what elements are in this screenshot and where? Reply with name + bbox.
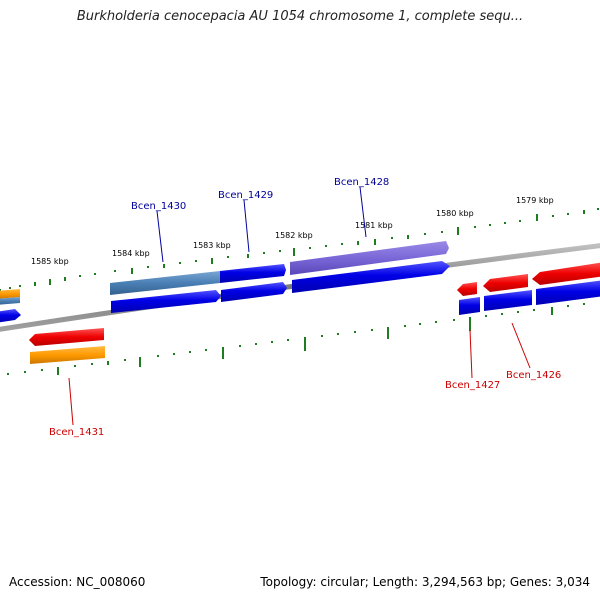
gene-bcen-1431[interactable]: [29, 328, 104, 346]
kbp-label: 1582 kbp: [275, 231, 313, 240]
gene-track-inner-forward: [0, 261, 600, 323]
gene-forward[interactable]: [292, 261, 450, 293]
lower-scale-ruler: [7, 303, 585, 375]
gene-reverse-orange[interactable]: [30, 346, 105, 364]
gene-forward[interactable]: [221, 282, 287, 302]
gene-label-bcen-1427[interactable]: Bcen_1427: [445, 380, 500, 391]
gene-forward[interactable]: [0, 309, 21, 323]
gene-label-bcen-1431[interactable]: Bcen_1431: [49, 427, 104, 438]
gene-label-bcen-1428[interactable]: Bcen_1428: [334, 177, 389, 188]
gene-bcen-1429[interactable]: [220, 264, 286, 283]
gene-labels: Bcen_1430 Bcen_1429 Bcen_1428 Bcen_1431 …: [49, 177, 561, 438]
gene-reverse[interactable]: [532, 262, 600, 285]
label-connectors: [68, 186, 531, 426]
kbp-labels: 1585 kbp 1584 kbp 1583 kbp 1582 kbp 1581…: [31, 196, 554, 266]
gene-label-bcen-1430[interactable]: Bcen_1430: [131, 201, 186, 212]
connector-bcen-1426: [511, 322, 531, 369]
gene-forward[interactable]: [459, 297, 480, 315]
gene-forward[interactable]: [484, 290, 532, 311]
gene-bcen-1427[interactable]: [457, 282, 477, 296]
gene-track-reverse: [0, 262, 600, 364]
map-title: Burkholderia cenocepacia AU 1054 chromos…: [76, 9, 524, 24]
connector-bcen-1427: [469, 329, 473, 379]
gene-label-bcen-1426[interactable]: Bcen_1426: [506, 370, 561, 381]
connector-bcen-1430: [156, 210, 164, 263]
gene-bcen-1428[interactable]: [290, 241, 449, 275]
gene-bcen-1430[interactable]: [110, 271, 220, 295]
accession-text: Accession: NC_008060: [9, 575, 146, 589]
kbp-label: 1581 kbp: [355, 221, 393, 230]
kbp-label: 1585 kbp: [31, 257, 69, 266]
topology-text: Topology: circular; Length: 3,294,563 bp…: [260, 575, 590, 589]
connector-bcen-1429: [243, 199, 250, 253]
kbp-label: 1579 kbp: [516, 196, 554, 205]
connector-bcen-1428: [359, 186, 367, 238]
gene-forward[interactable]: [111, 290, 221, 313]
gene-label-bcen-1429[interactable]: Bcen_1429: [218, 190, 273, 201]
kbp-label: 1584 kbp: [112, 249, 150, 258]
kbp-label: 1580 kbp: [436, 209, 474, 218]
gene-track-outer-forward: [110, 241, 449, 295]
upper-scale-ruler: [0, 208, 599, 291]
gene-forward[interactable]: [536, 280, 600, 305]
gene-reverse-steel[interactable]: [0, 297, 20, 305]
gene-bcen-1426[interactable]: [483, 274, 528, 292]
gene-reverse-orange[interactable]: [0, 289, 20, 299]
connector-bcen-1431: [68, 377, 74, 426]
kbp-label: 1583 kbp: [193, 241, 231, 250]
